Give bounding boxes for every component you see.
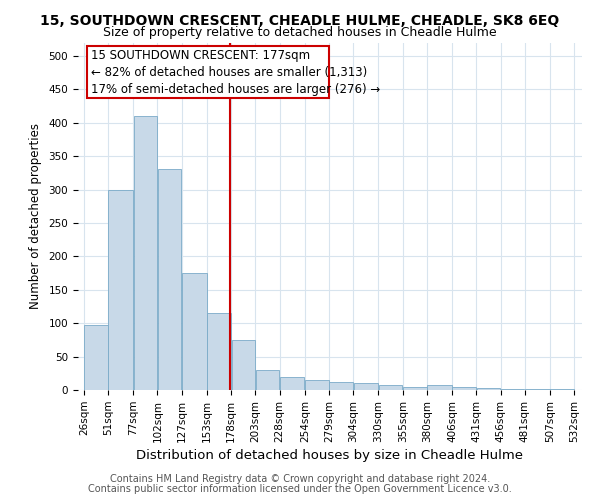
Bar (134, 116, 157, 390)
Bar (182, 273, 206, 390)
Bar (109, 190, 133, 390)
Text: 15, SOUTHDOWN CRESCENT, CHEADLE HULME, CHEADLE, SK8 6EQ: 15, SOUTHDOWN CRESCENT, CHEADLE HULME, C… (40, 14, 560, 28)
Bar (477, 388, 500, 390)
Bar (501, 388, 524, 390)
Bar (87, 46, 329, 98)
Bar (427, 384, 452, 390)
Bar (329, 382, 353, 390)
Bar (84, 325, 107, 390)
Text: Contains HM Land Registry data © Crown copyright and database right 2024.: Contains HM Land Registry data © Crown c… (110, 474, 490, 484)
Bar (280, 376, 304, 390)
Text: 15 SOUTHDOWN CRESCENT: 177sqm
← 82% of detached houses are smaller (1,313)
17% o: 15 SOUTHDOWN CRESCENT: 177sqm ← 82% of d… (91, 48, 380, 96)
Bar (525, 388, 550, 390)
Bar (403, 386, 427, 390)
Text: Contains public sector information licensed under the Open Government Licence v3: Contains public sector information licen… (88, 484, 512, 494)
Bar (256, 370, 279, 390)
Bar (452, 386, 476, 390)
Bar (305, 380, 329, 390)
Bar (232, 340, 255, 390)
Bar (207, 313, 231, 390)
Text: Size of property relative to detached houses in Cheadle Hulme: Size of property relative to detached ho… (103, 26, 497, 39)
Y-axis label: Number of detached properties: Number of detached properties (29, 123, 41, 309)
Bar (379, 384, 403, 390)
Bar (158, 170, 181, 390)
Bar (353, 384, 378, 390)
X-axis label: Distribution of detached houses by size in Cheadle Hulme: Distribution of detached houses by size … (137, 449, 523, 462)
